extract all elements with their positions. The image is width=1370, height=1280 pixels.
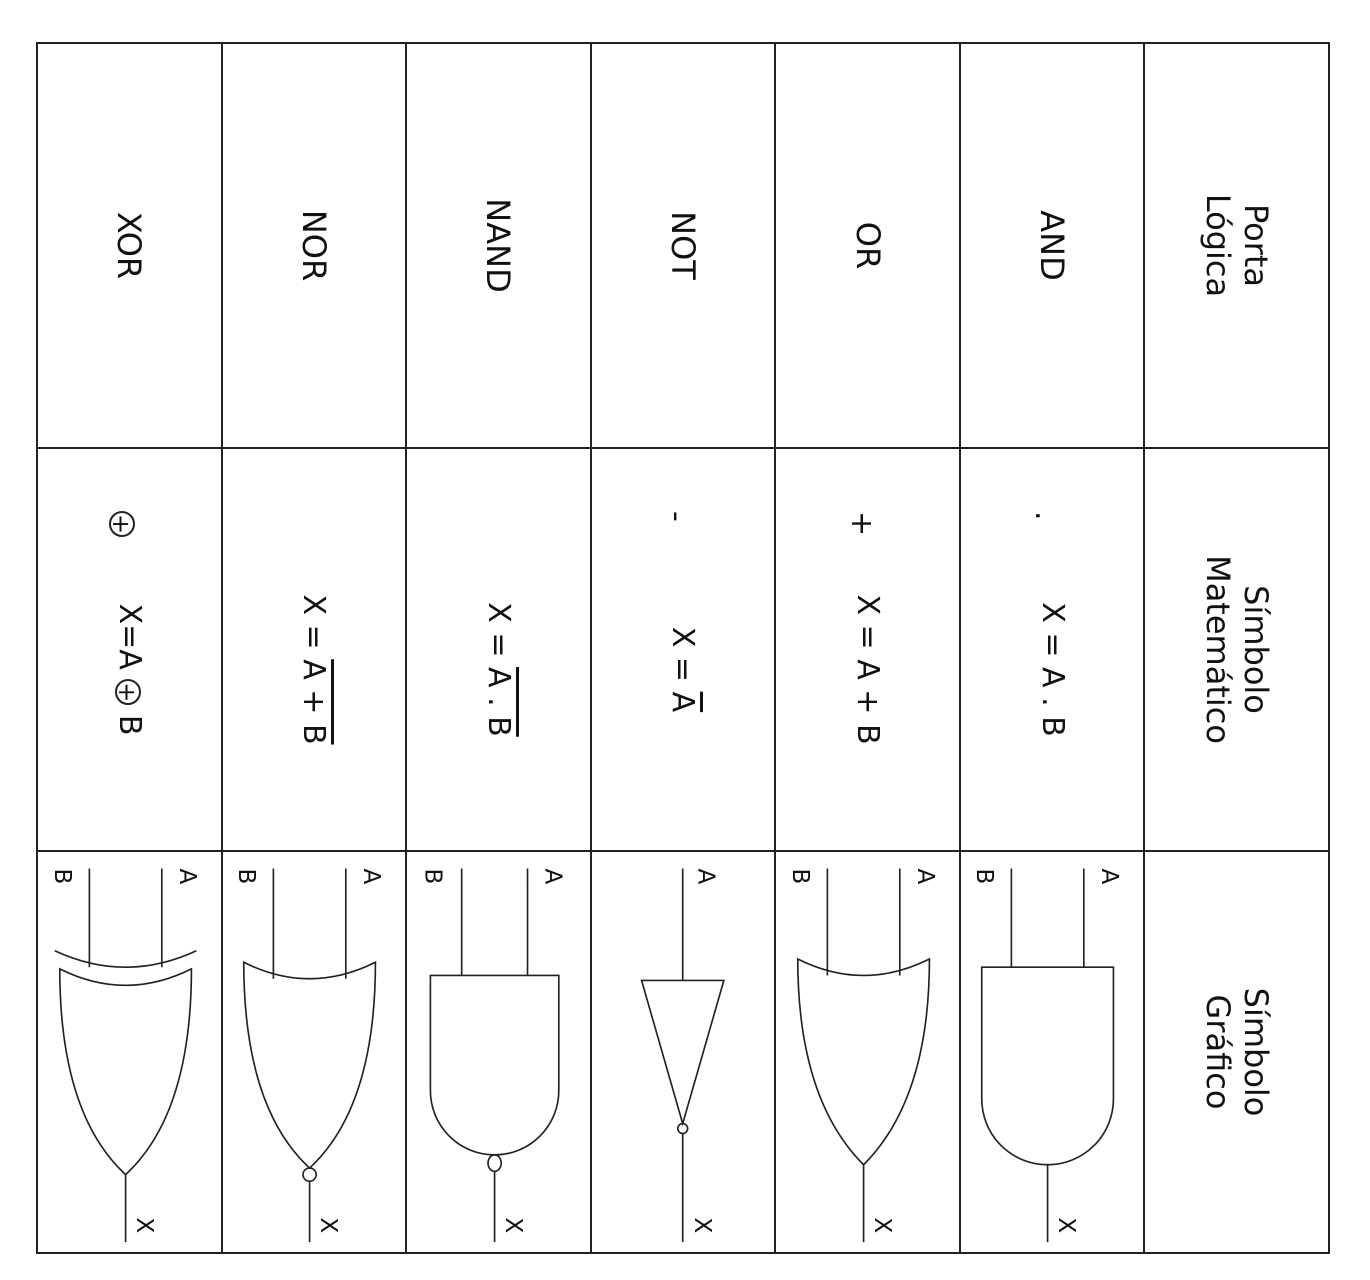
- header-math-line1: Símbolo: [1236, 585, 1275, 714]
- nor-gate-icon: A B X: [233, 868, 384, 1243]
- xor-operator-icon: +: [113, 679, 142, 706]
- svg-text:B: B: [233, 868, 259, 884]
- svg-text:X: X: [315, 1217, 341, 1233]
- nand-gate-icon: A B X: [419, 868, 565, 1243]
- header-math-line2: Matemático: [1198, 555, 1237, 744]
- svg-text:X: X: [689, 1217, 715, 1233]
- svg-text:X: X: [500, 1217, 526, 1233]
- svg-text:A: A: [358, 868, 384, 884]
- row-not: NOT - X = A A X: [589, 44, 775, 1252]
- math-symbol-not: -: [658, 511, 694, 522]
- expression-nor: X = A + B: [296, 594, 332, 745]
- xor-gate-icon: A B X: [48, 868, 199, 1243]
- gate-name-nor: NOR: [294, 209, 333, 282]
- svg-text:A: A: [693, 868, 719, 884]
- svg-text:A: A: [1096, 868, 1122, 884]
- header-graphic-line2: Gráfico: [1198, 994, 1237, 1110]
- header-gate-line2: Lógica: [1198, 193, 1237, 298]
- expression-or: X = A + B: [850, 594, 886, 745]
- svg-text:A: A: [173, 868, 199, 884]
- logic-gates-table: Porta Lógica Símbolo Matemático Símbolo Grá…: [36, 42, 1330, 1254]
- header-graphic-line1: Símbolo: [1236, 987, 1275, 1117]
- math-symbol-xor: +: [105, 511, 140, 537]
- svg-text:X: X: [869, 1217, 895, 1233]
- not-gate-icon: A X: [640, 868, 726, 1243]
- row-xor: XOR + X=A + B A B X: [37, 44, 221, 1252]
- expression-and: X = A . B: [1034, 602, 1070, 737]
- math-symbol-and: .: [1028, 511, 1064, 521]
- row-nand: NAND X = A . B A B X: [405, 44, 590, 1252]
- svg-text:A: A: [539, 868, 565, 884]
- header-gate-line1: Porta: [1236, 203, 1275, 288]
- header-math: Símbolo Matemático: [1145, 449, 1328, 852]
- gate-name-xor: XOR: [110, 211, 149, 280]
- svg-text:B: B: [971, 868, 997, 884]
- math-symbol-or: +: [843, 511, 879, 537]
- row-and: AND . X = A . B A B X: [958, 44, 1144, 1252]
- svg-text:B: B: [48, 868, 74, 884]
- header-row: Porta Lógica Símbolo Matemático Símbolo Grá…: [1143, 44, 1328, 1252]
- expression-nand: X = A . B: [480, 602, 516, 737]
- svg-text:A: A: [912, 868, 938, 884]
- svg-text:X: X: [1054, 1217, 1080, 1233]
- header-gate: Porta Lógica: [1145, 44, 1328, 449]
- and-gate-icon: A B X: [971, 868, 1122, 1243]
- gate-name-nand: NAND: [479, 198, 518, 293]
- expression-not: X = A: [665, 626, 701, 713]
- gate-name-not: NOT: [663, 211, 702, 280]
- header-graphic: Símbolo Gráfico: [1145, 852, 1328, 1252]
- or-gate-icon: A B X: [787, 868, 938, 1243]
- svg-text:B: B: [787, 868, 813, 884]
- row-nor: NOR X = A + B A B X: [220, 44, 406, 1252]
- row-or: OR + X = A + B A B X: [774, 44, 959, 1252]
- svg-text:B: B: [419, 868, 445, 884]
- gate-name-and: AND: [1033, 210, 1072, 281]
- xor-circle-icon: +: [107, 511, 135, 537]
- svg-text:X: X: [131, 1217, 157, 1233]
- expression-xor: X=A + B: [111, 603, 147, 736]
- gate-name-or: OR: [848, 221, 887, 270]
